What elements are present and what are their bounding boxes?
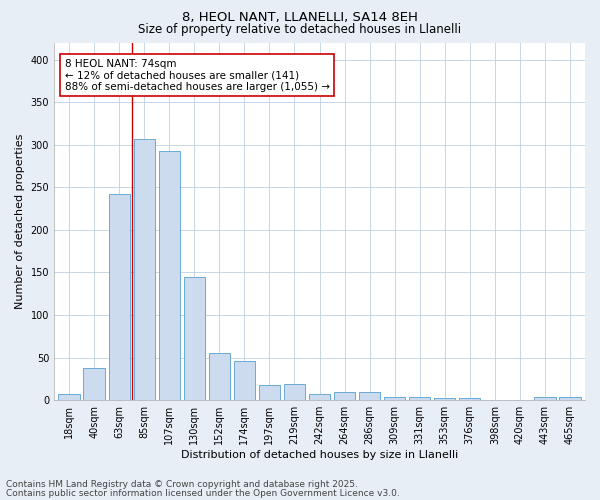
Bar	[234, 361, 255, 400]
Bar	[459, 398, 481, 400]
Bar	[384, 397, 406, 400]
Y-axis label: Number of detached properties: Number of detached properties	[15, 134, 25, 309]
Bar	[309, 394, 330, 400]
Text: Contains HM Land Registry data © Crown copyright and database right 2025.: Contains HM Land Registry data © Crown c…	[6, 480, 358, 489]
Bar	[534, 397, 556, 400]
Bar	[109, 194, 130, 400]
Text: Contains public sector information licensed under the Open Government Licence v3: Contains public sector information licen…	[6, 489, 400, 498]
Bar	[134, 138, 155, 400]
Bar	[58, 394, 80, 400]
X-axis label: Distribution of detached houses by size in Llanelli: Distribution of detached houses by size …	[181, 450, 458, 460]
Text: Size of property relative to detached houses in Llanelli: Size of property relative to detached ho…	[139, 22, 461, 36]
Bar	[158, 150, 180, 400]
Bar	[209, 354, 230, 400]
Text: 8 HEOL NANT: 74sqm
← 12% of detached houses are smaller (141)
88% of semi-detach: 8 HEOL NANT: 74sqm ← 12% of detached hou…	[65, 58, 329, 92]
Bar	[559, 397, 581, 400]
Bar	[259, 385, 280, 400]
Bar	[284, 384, 305, 400]
Bar	[359, 392, 380, 400]
Bar	[334, 392, 355, 400]
Bar	[184, 276, 205, 400]
Bar	[409, 397, 430, 400]
Bar	[83, 368, 105, 400]
Text: 8, HEOL NANT, LLANELLI, SA14 8EH: 8, HEOL NANT, LLANELLI, SA14 8EH	[182, 11, 418, 24]
Bar	[434, 398, 455, 400]
